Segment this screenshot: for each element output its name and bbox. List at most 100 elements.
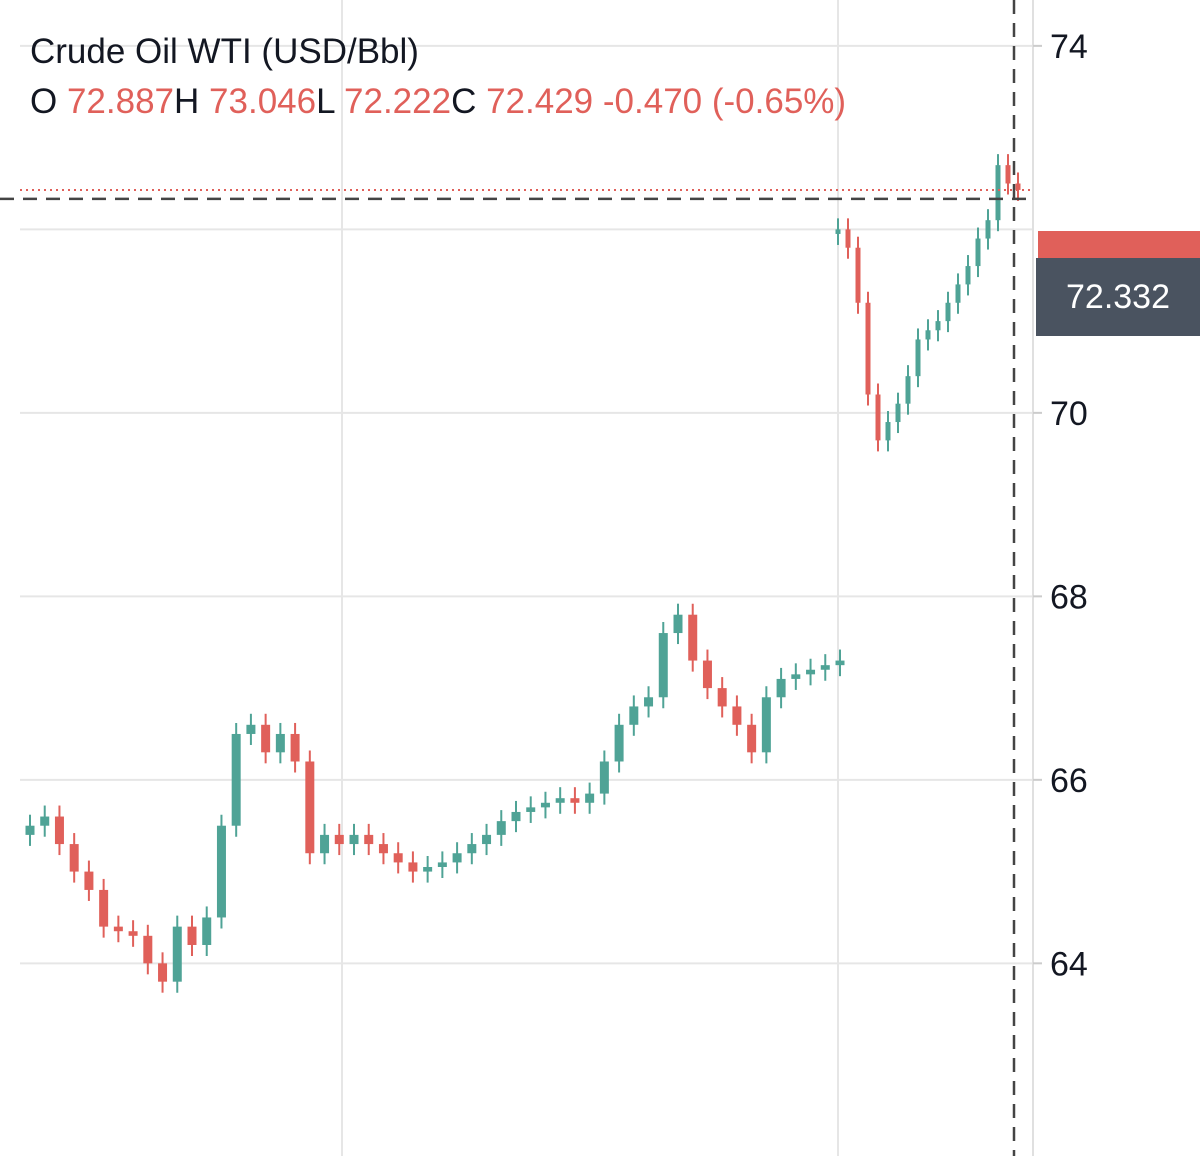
candle-body — [835, 660, 845, 666]
candle-body — [216, 825, 226, 918]
candle-body — [855, 247, 861, 303]
candle-body — [128, 931, 138, 936]
candle-body — [995, 165, 1001, 221]
candle-body — [585, 793, 595, 803]
candle-body — [467, 844, 477, 854]
candle-body — [905, 376, 911, 404]
candle-body — [172, 926, 182, 982]
candle-body — [1015, 183, 1021, 190]
chart-legend: Crude Oil WTI (USD/Bbl) O 72.887H 73.046… — [30, 30, 846, 124]
candle-body — [835, 229, 841, 234]
candle-body — [570, 798, 580, 803]
open-value: 72.887 — [66, 82, 175, 121]
candle-body — [378, 844, 388, 854]
candle-body — [334, 834, 344, 845]
candle-body — [54, 816, 64, 845]
candle-body — [791, 674, 801, 679]
candle-body — [540, 802, 550, 808]
high-value: 73.046 — [209, 82, 317, 121]
high-label: H — [174, 82, 200, 121]
candle-body — [673, 614, 683, 634]
candle-body — [717, 688, 727, 707]
candle-body — [320, 834, 330, 854]
candle-body — [955, 284, 961, 303]
open-label: O — [30, 82, 58, 121]
ohlc-readout: O 72.887H 73.046L 72.222C 72.429 -0.470 … — [30, 80, 846, 124]
candle-body — [761, 697, 771, 753]
candle-body — [702, 660, 712, 689]
low-value: 72.222 — [344, 82, 452, 121]
candle-body — [732, 706, 742, 725]
candle-body — [915, 339, 921, 377]
candle-body — [599, 761, 609, 794]
candle-body — [965, 266, 971, 285]
candle-body — [935, 321, 941, 331]
candle-body — [975, 238, 981, 267]
candle-body — [614, 724, 624, 762]
candle-body — [305, 761, 315, 854]
candle-body — [437, 862, 447, 867]
grid-lines — [20, 0, 1034, 1156]
candle-body — [658, 633, 668, 698]
candles — [25, 154, 1021, 993]
candle-body — [408, 862, 418, 872]
candle-body — [945, 302, 951, 322]
candle-body — [187, 926, 197, 945]
candle-body — [99, 889, 109, 927]
candle-body — [275, 733, 285, 753]
axis-tick-label: 64 — [1050, 945, 1088, 983]
candle-body — [1005, 165, 1011, 184]
crosshair-overlay — [0, 0, 1034, 1156]
candle-body — [158, 963, 168, 982]
axis-tick-label: 66 — [1050, 762, 1088, 800]
candle-body — [231, 733, 241, 826]
candle-body — [885, 422, 891, 441]
change-value: -0.470 — [602, 82, 703, 121]
candle-body — [845, 229, 851, 248]
candle-body — [143, 935, 153, 964]
candle-body — [806, 669, 816, 675]
candle-body — [511, 811, 521, 822]
candle-body — [113, 926, 123, 932]
candle-body — [246, 724, 256, 734]
candle-body — [349, 834, 359, 845]
candle-body — [25, 825, 35, 835]
candle-body — [985, 220, 991, 239]
candle-body — [482, 834, 492, 845]
candle-body — [629, 706, 639, 725]
change-percent: (-0.65%) — [711, 82, 847, 121]
axis-tick-label: 70 — [1050, 395, 1088, 433]
candle-body — [423, 867, 433, 872]
candle-body — [84, 871, 94, 890]
candle-body — [644, 697, 654, 707]
candle-body — [496, 821, 506, 835]
axis-tick-label: 68 — [1050, 578, 1088, 616]
close-label: C — [451, 82, 477, 121]
close-value: 72.429 — [486, 82, 594, 121]
last-price-tag — [1038, 231, 1200, 261]
crosshair-price-label: 72.332 — [1036, 258, 1200, 336]
candle-body — [364, 834, 374, 845]
candle-body — [688, 614, 698, 661]
candle-body — [526, 807, 536, 812]
candle-body — [747, 724, 757, 753]
candle-body — [555, 798, 565, 803]
price-axis: 64 66 68 70 74 — [1033, 28, 1088, 983]
candle-body — [776, 678, 786, 698]
low-label: L — [316, 82, 335, 121]
candle-body — [820, 665, 830, 670]
symbol-title: Crude Oil WTI (USD/Bbl) — [30, 32, 419, 71]
candle-body — [40, 816, 50, 826]
candle-body — [925, 330, 931, 340]
candle-body — [393, 853, 403, 863]
axis-tick-label: 74 — [1050, 28, 1088, 66]
candle-body — [452, 853, 462, 863]
candle-body — [875, 394, 881, 441]
candle-body — [865, 302, 871, 395]
candle-body — [69, 844, 79, 872]
candle-body — [261, 724, 271, 753]
candle-body — [202, 917, 212, 945]
candle-body — [290, 733, 300, 762]
candle-body — [895, 403, 901, 423]
